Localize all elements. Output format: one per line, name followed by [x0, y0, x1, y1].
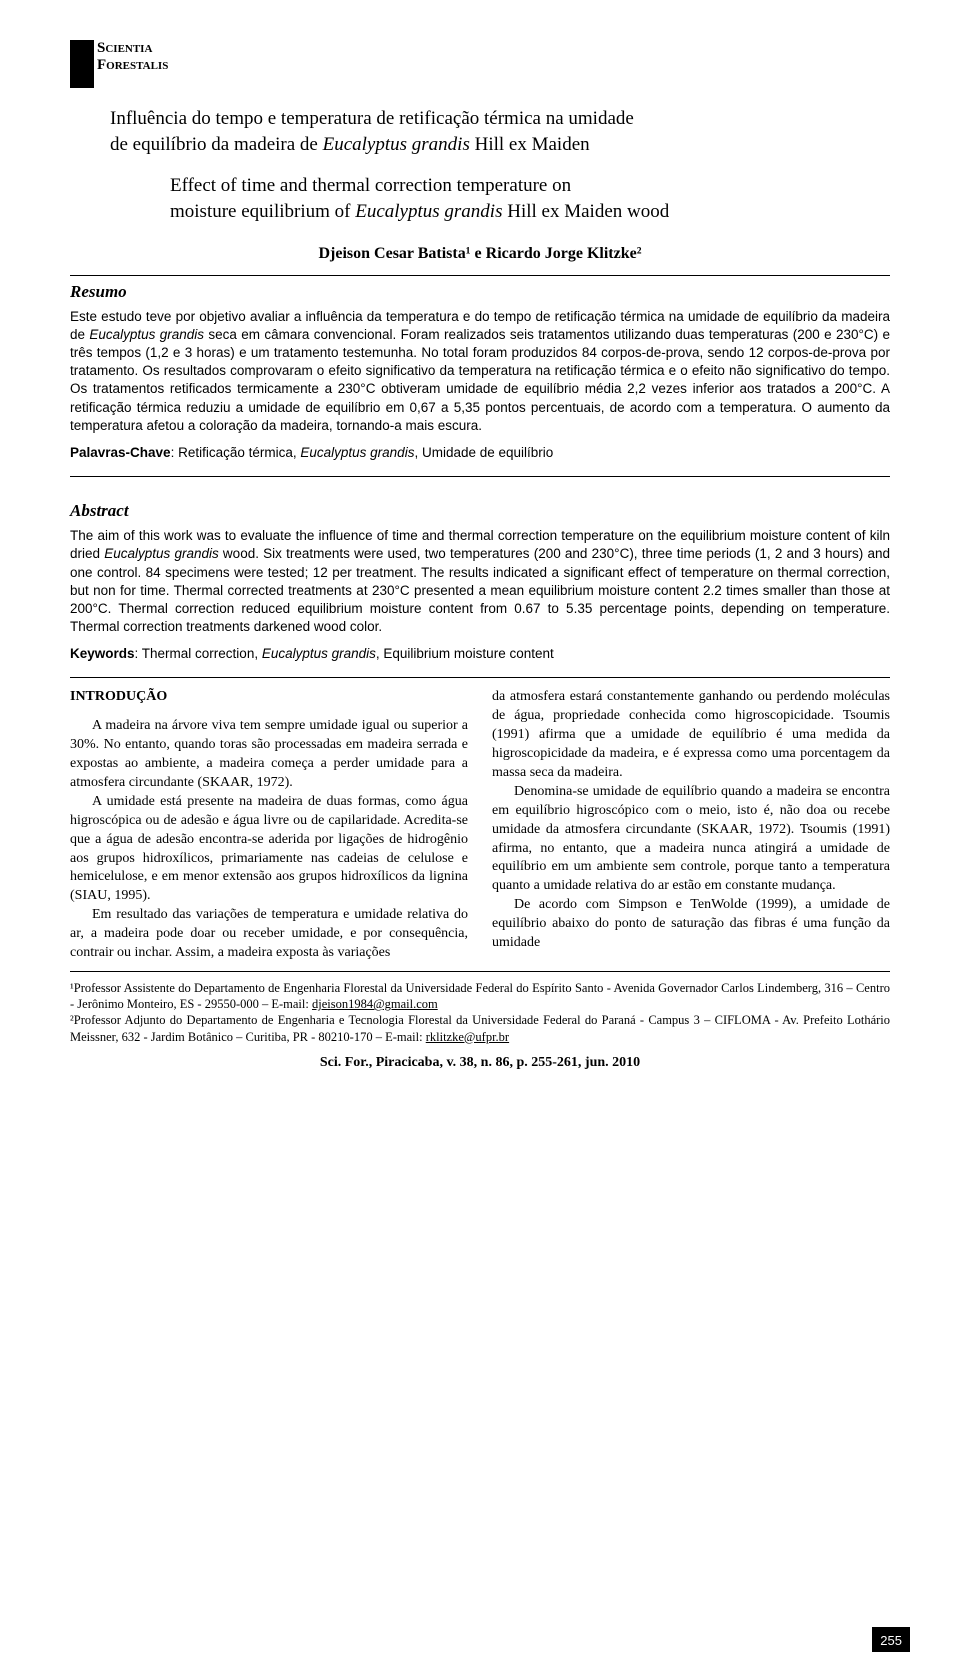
title-en-b: moisture equilibrium of — [170, 201, 355, 222]
foot1-email-link[interactable]: djeison1984@gmail.com — [312, 997, 438, 1011]
authors: Djeison Cesar Batista¹ e Ricardo Jorge K… — [70, 245, 890, 263]
abstract-body: The aim of this work was to evaluate the… — [70, 527, 890, 636]
title-block: Influência do tempo e temperatura de ret… — [110, 106, 890, 225]
citation: Sci. For., Piracicaba, v. 38, n. 86, p. … — [70, 1055, 890, 1071]
journal-line1: Scientia — [97, 40, 168, 57]
title-en-species: Eucalyptus grandis — [355, 201, 502, 222]
keywords: Keywords: Thermal correction, Eucalyptus… — [70, 646, 890, 661]
title-pt-b: de equilíbrio da madeira de — [110, 134, 323, 155]
palavras-label: Palavras-Chave — [70, 445, 171, 460]
intro-right-col: da atmosfera estará constantemente ganha… — [492, 688, 890, 962]
keywords-label: Keywords — [70, 646, 135, 661]
footnote-2: ²Professor Adjunto do Departamento de En… — [70, 1012, 890, 1045]
palavras-b: , Umidade de equilíbrio — [414, 445, 553, 460]
palavras-a: : Retificação térmica, — [171, 445, 301, 460]
intro-p6: De acordo com Simpson e TenWolde (1999),… — [492, 896, 890, 953]
footnote-1: ¹Professor Assistente do Departamento de… — [70, 980, 890, 1013]
rule-3 — [70, 677, 890, 678]
intro-p4: da atmosfera estará constantemente ganha… — [492, 688, 890, 782]
resumo-heading: Resumo — [70, 282, 890, 302]
title-en-c: Hill ex Maiden wood — [502, 201, 669, 222]
title-en: Effect of time and thermal correction te… — [170, 173, 890, 224]
resumo-b: seca em câmara convencional. Foram reali… — [70, 327, 890, 433]
foot2-email-link[interactable]: rklitzke@ufpr.br — [426, 1030, 509, 1044]
title-en-a: Effect of time and thermal correction te… — [170, 175, 571, 196]
foot1-text: ¹Professor Assistente do Departamento de… — [70, 981, 890, 1011]
footnotes: ¹Professor Assistente do Departamento de… — [70, 980, 890, 1045]
journal-line2: Forestalis — [97, 57, 168, 74]
intro-p3: Em resultado das variações de temperatur… — [70, 906, 468, 963]
intro-p5: Denomina-se umidade de equilíbrio quando… — [492, 783, 890, 896]
keywords-species: Eucalyptus grandis — [262, 646, 376, 661]
intro-p2: A umidade está presente na madeira de du… — [70, 793, 468, 906]
title-pt-c: Hill ex Maiden — [470, 134, 590, 155]
palavras-species: Eucalyptus grandis — [300, 445, 414, 460]
journal-header: Scientia Forestalis — [70, 40, 890, 88]
intro-columns: INTRODUÇÃO A madeira na árvore viva tem … — [70, 688, 890, 962]
keywords-b: , Equilibrium moisture content — [376, 646, 554, 661]
intro-left-col: INTRODUÇÃO A madeira na árvore viva tem … — [70, 688, 468, 962]
rule-2 — [70, 476, 890, 477]
title-pt-a: Influência do tempo e temperatura de ret… — [110, 108, 634, 129]
page-number: 255 — [872, 1627, 910, 1652]
intro-p1: A madeira na árvore viva tem sempre umid… — [70, 717, 468, 793]
rule-1 — [70, 275, 890, 276]
palavras-chave: Palavras-Chave: Retificação térmica, Euc… — [70, 445, 890, 460]
journal-name: Scientia Forestalis — [97, 40, 168, 73]
title-pt: Influência do tempo e temperatura de ret… — [110, 106, 890, 157]
keywords-a: : Thermal correction, — [135, 646, 262, 661]
rule-4 — [70, 971, 890, 972]
header-black-box — [70, 40, 94, 88]
abstract-heading: Abstract — [70, 501, 890, 521]
intro-heading: INTRODUÇÃO — [70, 688, 468, 707]
abstract-species: Eucalyptus grandis — [104, 546, 219, 561]
title-pt-species: Eucalyptus grandis — [323, 134, 470, 155]
resumo-species: Eucalyptus grandis — [89, 327, 204, 342]
resumo-body: Este estudo teve por objetivo avaliar a … — [70, 308, 890, 436]
